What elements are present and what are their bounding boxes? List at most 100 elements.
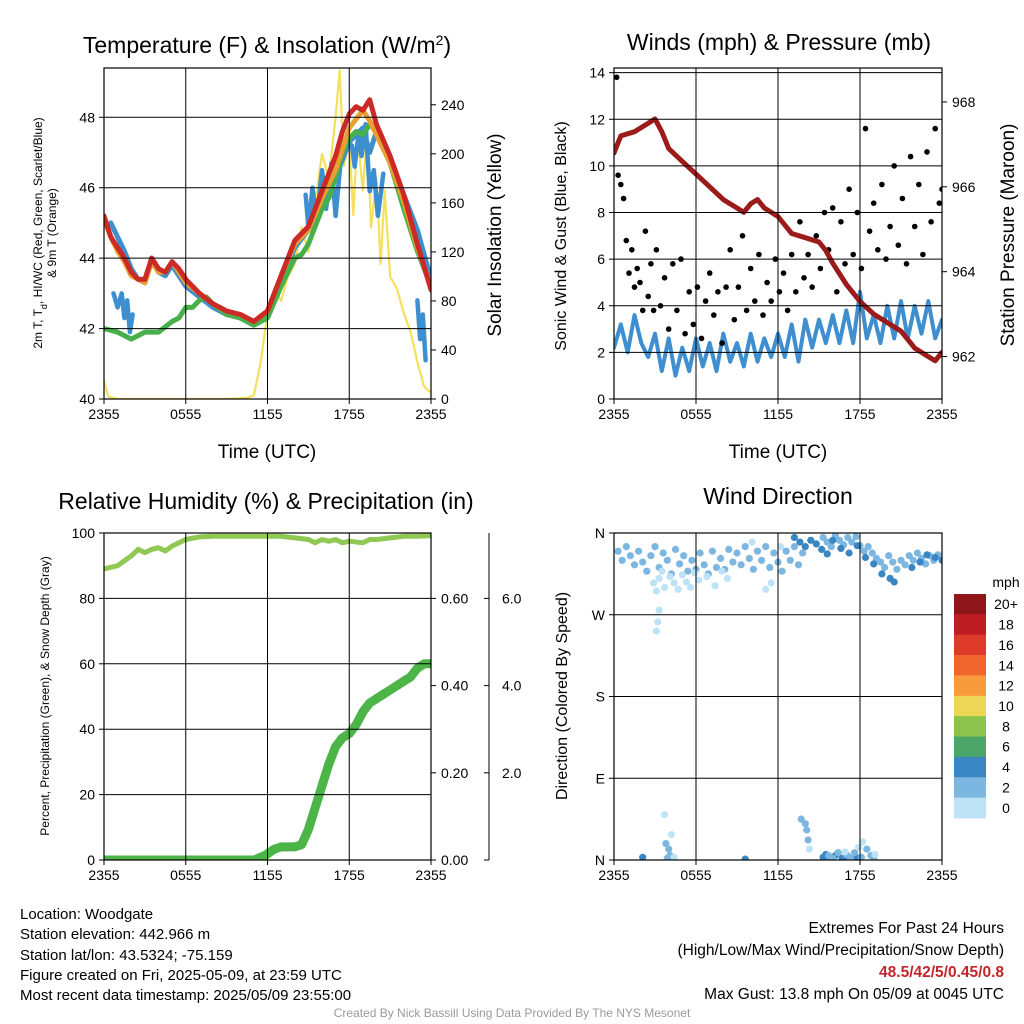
- gust-point: [846, 186, 852, 192]
- direction-point: [639, 853, 647, 860]
- direction-point: [807, 536, 815, 544]
- gust-point: [797, 219, 803, 225]
- gust-point: [793, 289, 799, 295]
- y2-tick-label: 120: [441, 244, 465, 260]
- x-tick-label: 2355: [88, 867, 119, 883]
- direction-point: [762, 585, 770, 593]
- legend-swatch: [954, 695, 986, 717]
- y-tick-label: 0: [87, 852, 95, 868]
- temperature-y-label: 2m T, Td, HI/WC (Red, Green, Scarlet/Blu…: [31, 117, 59, 348]
- direction-point: [804, 836, 812, 844]
- latlon-text: Station lat/lon: 43.5324; -75.159: [20, 946, 233, 964]
- y2-tick-label: 964: [952, 264, 976, 280]
- direction-point: [863, 845, 871, 853]
- direction-point: [658, 567, 666, 575]
- direction-point: [803, 826, 811, 834]
- legend-label: 4: [1002, 759, 1010, 775]
- gust-point: [911, 223, 918, 230]
- direction-point: [666, 573, 674, 581]
- legend-label: 20+: [994, 596, 1018, 612]
- y-tick-label: 48: [79, 109, 95, 125]
- x-tick-label: 0555: [170, 867, 201, 883]
- y-tick-label: 44: [79, 250, 95, 266]
- direction-point: [614, 547, 622, 555]
- y2-tick-label: 160: [441, 195, 465, 211]
- gust-point: [932, 125, 938, 132]
- gust-point: [614, 74, 620, 81]
- direction-point: [741, 855, 749, 860]
- direction-point: [767, 579, 775, 587]
- direction-point: [729, 558, 737, 566]
- direction-point: [796, 538, 804, 546]
- direction-point: [893, 565, 901, 573]
- created-text: Figure created on Fri, 2025-05-09, at 23…: [20, 966, 342, 984]
- gust-point: [665, 326, 672, 332]
- direction-point: [766, 563, 774, 572]
- direction-point: [635, 547, 643, 555]
- direction-point: [749, 565, 758, 573]
- precipitation-line: [104, 659, 431, 860]
- gust-point: [866, 228, 873, 234]
- direction-point: [676, 560, 684, 568]
- direction-point: [655, 606, 663, 614]
- extremes-values: 48.5/42/5/0.45/0.8: [879, 964, 1004, 981]
- legend-label: 12: [998, 678, 1014, 694]
- y-tick-label: 100: [72, 525, 96, 541]
- gust-point: [620, 195, 627, 202]
- direction-point: [889, 558, 897, 566]
- direction-point: [695, 576, 703, 584]
- gust-point: [928, 219, 934, 225]
- y-tick-label: W: [592, 607, 606, 623]
- y-tick-label: 40: [79, 391, 95, 407]
- legend-label: 2: [1002, 779, 1010, 795]
- gust-point: [650, 307, 657, 314]
- legend-label: 6: [1002, 739, 1010, 755]
- gust-point: [637, 279, 643, 286]
- legend-swatch: [954, 675, 986, 697]
- gust-point: [642, 228, 649, 234]
- direction-point: [650, 579, 658, 587]
- direction-point: [670, 579, 678, 587]
- direction-point: [848, 538, 856, 546]
- direction-point: [770, 549, 778, 557]
- gust-point: [639, 307, 646, 314]
- gust-point: [801, 275, 807, 281]
- gust-point: [834, 289, 840, 295]
- direction-point: [823, 550, 831, 558]
- gust-point: [723, 284, 729, 290]
- x-tick-label: 1155: [252, 406, 282, 422]
- gust-point: [686, 289, 692, 295]
- gust-point: [623, 237, 630, 244]
- temperature-panel: Temperature (F) & Insolation (W/m2) 2355…: [31, 32, 506, 463]
- legend-swatch: [954, 594, 986, 615]
- direction-point: [663, 854, 671, 860]
- direction-point: [938, 556, 942, 564]
- gust-point: [711, 312, 717, 318]
- direction-point: [931, 553, 939, 562]
- direction-point: [753, 547, 762, 555]
- gust-point: [626, 270, 632, 276]
- x-tick-label: 2355: [88, 406, 119, 422]
- y-tick-label: 80: [79, 590, 95, 606]
- y2-tick-label: 0.00: [441, 852, 468, 868]
- direction-point: [922, 560, 930, 568]
- gust-point: [653, 247, 660, 253]
- gust-point: [780, 270, 787, 276]
- legend-swatch: [954, 736, 986, 758]
- direction-point: [812, 540, 820, 548]
- credit-text: Created By Nick Bassill Using Data Provi…: [333, 1006, 691, 1020]
- y-tick-label: 12: [589, 111, 605, 127]
- gust-point: [735, 284, 742, 290]
- snow-tick-label: 2.0: [502, 765, 522, 781]
- direction-point: [652, 587, 661, 595]
- extremes-subtitle: (High/Low/Max Wind/Precipitation/Snow De…: [677, 942, 1005, 959]
- legend-label: 16: [998, 637, 1014, 653]
- y-tick-label: N: [595, 852, 605, 868]
- y-tick-label: 10: [589, 158, 605, 174]
- x-tick-label: 0555: [680, 867, 711, 883]
- direction-point: [667, 831, 676, 839]
- y-tick-label: 20: [79, 787, 95, 803]
- gust-point: [715, 289, 721, 295]
- gust-point: [743, 307, 750, 314]
- gust-point: [776, 289, 783, 295]
